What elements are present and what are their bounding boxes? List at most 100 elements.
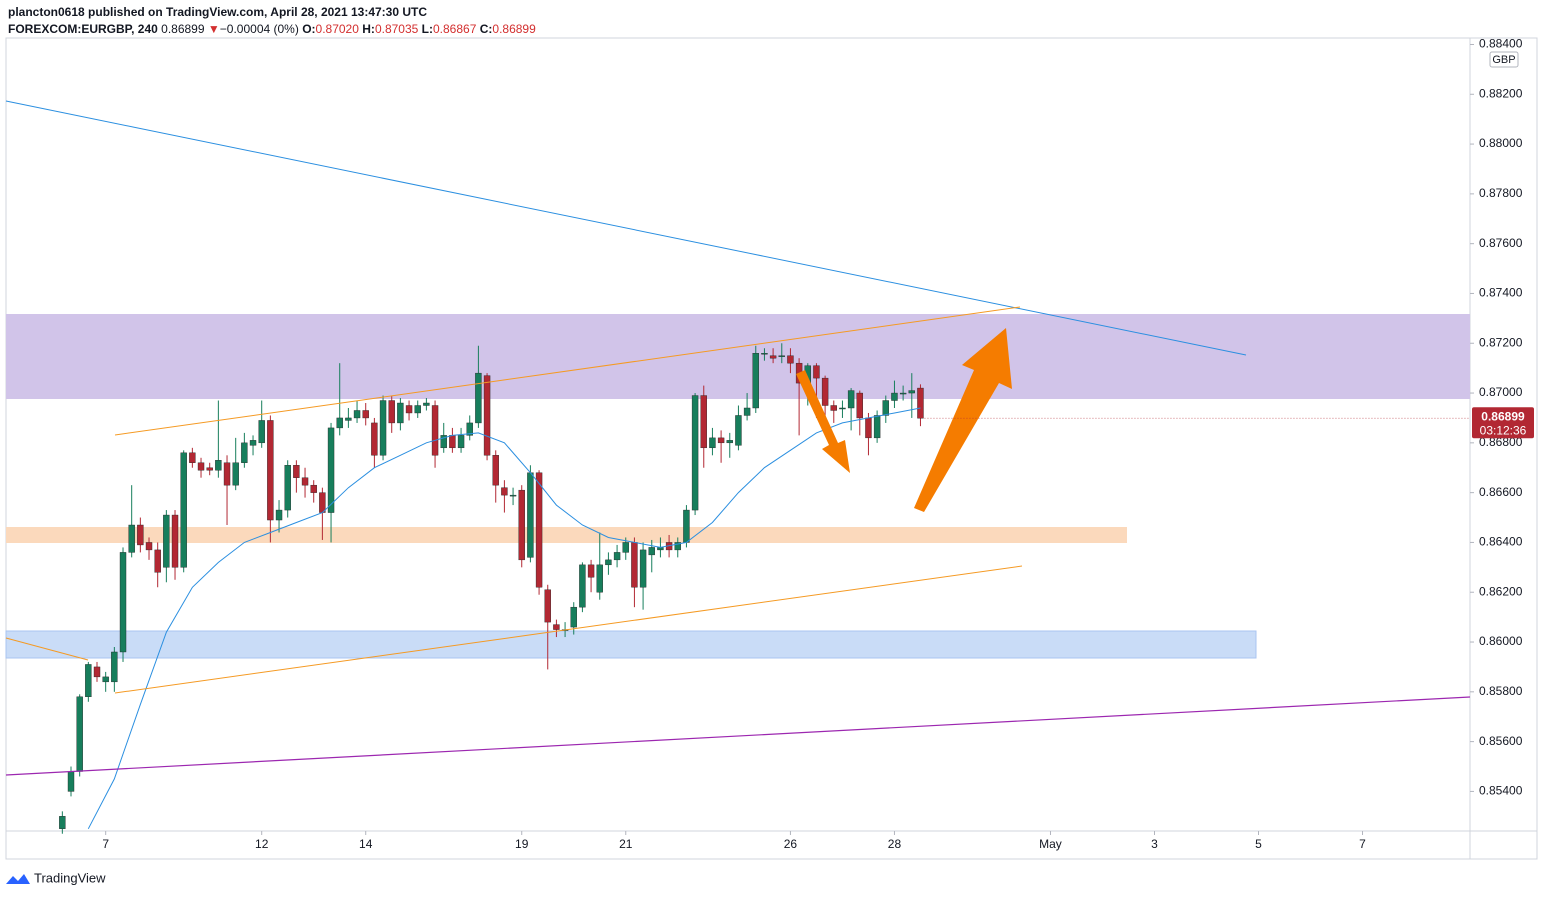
candle-body <box>301 477 309 486</box>
y-tick-label: 0.86400 <box>1479 535 1523 549</box>
candle-body <box>345 417 352 421</box>
candle-body <box>405 405 413 414</box>
candle-body <box>492 455 499 486</box>
y-tick-label: 0.87600 <box>1479 236 1523 250</box>
trend-line <box>5 100 1247 356</box>
chart-frame <box>5 37 1538 860</box>
candle-body <box>171 514 179 568</box>
candle-body <box>336 417 343 429</box>
publisher: plancton0618 published on TradingView.co… <box>8 5 428 19</box>
candle-body <box>518 489 525 561</box>
y-tick-label: 0.86000 <box>1479 634 1523 648</box>
support-zone <box>6 527 1127 543</box>
candle-body <box>76 696 83 772</box>
candle-body <box>93 666 101 678</box>
change-arrow: ▼ <box>207 22 220 36</box>
y-tick-label: 0.86200 <box>1479 584 1523 598</box>
candle-body <box>683 509 690 543</box>
candle-body <box>691 395 699 511</box>
y-tick-label: 0.85400 <box>1479 784 1523 798</box>
candle-body <box>275 509 283 521</box>
candle-body <box>102 676 109 683</box>
up-arrow <box>914 328 1012 512</box>
candle-body <box>137 524 144 546</box>
y-tick-label: 0.85600 <box>1479 734 1523 748</box>
candle-body <box>605 559 612 566</box>
candle-body <box>310 484 317 493</box>
candle-body <box>475 372 482 424</box>
candle-body <box>743 407 751 416</box>
x-tick-label: 7 <box>1359 837 1366 851</box>
candle-body <box>570 606 577 628</box>
symbol: FOREXCOM:EURGBP, 240 <box>8 22 158 36</box>
currency: GBP <box>1492 54 1515 66</box>
candle-body <box>414 405 421 414</box>
candle-body <box>865 417 872 439</box>
x-tick-label: 26 <box>784 837 798 851</box>
publisher-line: plancton0618 published on TradingView.co… <box>8 5 427 19</box>
candle-body <box>631 542 638 588</box>
x-tick-label: 5 <box>1255 837 1262 851</box>
candle-body <box>726 440 733 444</box>
candle-body <box>215 460 222 471</box>
candle-body <box>145 542 153 551</box>
candle-body <box>544 589 551 623</box>
candle-body <box>509 494 517 497</box>
candle-body <box>423 402 430 406</box>
candle-body <box>197 462 205 471</box>
candle-body <box>587 564 595 578</box>
candle-body <box>830 405 837 411</box>
candle-body <box>371 422 378 456</box>
change: −0.00004 (0%) <box>219 22 299 36</box>
brand: TradingView <box>34 870 106 885</box>
x-tick-label: 12 <box>255 837 269 851</box>
x-tick-label: 14 <box>359 837 373 851</box>
y-tick-label: 0.88200 <box>1479 86 1523 100</box>
candle-body <box>856 392 863 419</box>
down-arrow <box>796 370 850 473</box>
logo <box>6 874 30 884</box>
candle-body <box>163 514 170 568</box>
candle-body <box>787 355 794 364</box>
candle-body <box>700 395 707 449</box>
candle-body <box>674 542 681 551</box>
trend-line <box>5 637 89 661</box>
candle-body <box>388 400 395 424</box>
candle-body <box>85 664 92 698</box>
candle-body <box>613 552 621 561</box>
candle-body <box>596 564 603 593</box>
candle-body <box>873 415 881 439</box>
x-tick-label: 3 <box>1151 837 1158 851</box>
candle-body <box>501 487 508 496</box>
candle-body <box>527 472 534 558</box>
demand-zone <box>5 630 1257 659</box>
candle-body <box>379 400 387 456</box>
candle-body <box>119 552 127 653</box>
ema-line <box>87 407 921 830</box>
candle-body <box>535 472 543 588</box>
candle-body <box>284 465 291 511</box>
candle-body <box>449 435 456 449</box>
candle-body <box>882 400 889 416</box>
candle-body <box>709 437 716 449</box>
candle-body <box>847 390 855 409</box>
candle-body <box>639 549 647 588</box>
x-tick-label: 28 <box>888 837 902 851</box>
candle-body <box>648 547 655 556</box>
low-value: 0.86867 <box>433 22 477 36</box>
candle-body <box>899 392 907 395</box>
open-label: O: <box>302 22 316 36</box>
open-value: 0.87020 <box>315 22 359 36</box>
price-tag <box>1472 407 1534 439</box>
high-value: 0.87035 <box>374 22 419 36</box>
low-label: L: <box>421 22 433 36</box>
candle-body <box>293 465 300 478</box>
candle-body <box>232 462 239 486</box>
high-label: H: <box>362 22 375 36</box>
candle-body <box>241 442 248 463</box>
candle-body <box>128 524 135 553</box>
currency-box <box>1489 51 1519 68</box>
close-label: C: <box>479 22 493 36</box>
